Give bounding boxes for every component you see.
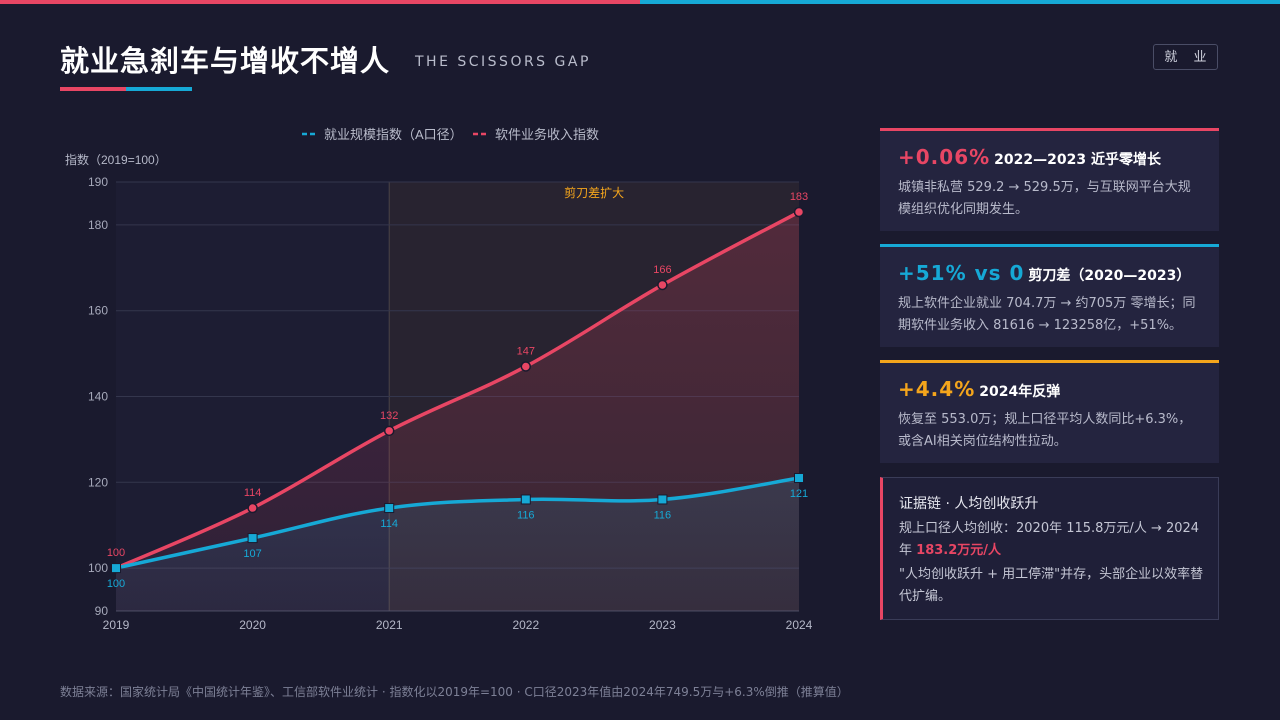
revenue-point [520,361,532,372]
card-metric: +4.4% [898,377,976,401]
card-metric: +51% vs 0 [898,261,1025,285]
title-underline-red [60,87,126,91]
card-body: 城镇非私营 529.2 → 529.5万，与互联网平台大规模组织优化同期发生。 [898,180,1191,217]
line-chart: 90 100 120 140 160 180 190 2019 2020 2021 2022 2023… [65,127,813,632]
y-tick-label: 190 [88,175,108,189]
evidence-emphasis: 183.2万元/人 [916,543,1002,558]
chart-legend: 就业规模指数（A口径） 软件业务收入指数 [302,127,599,142]
page-title: 就业急刹车与增收不增人 [60,44,391,78]
insight-card-zero-growth: +0.06% 2022—2023 近乎零增长 城镇非私营 529.2 → 529.… [880,128,1219,231]
x-tick-label: 2019 [103,618,130,632]
y-tick-label: 140 [88,390,108,404]
revenue-data-label: 147 [517,345,535,357]
x-tick-label: 2022 [512,618,539,632]
revenue-data-label: 100 [107,547,125,559]
legend-item-revenue: 软件业务收入指数 [495,127,599,142]
card-headline: 2024年反弹 [979,384,1061,400]
employment-data-label: 116 [654,509,672,521]
evidence-card: 证据链 · 人均创收跃升 规上口径人均创收：2020年 115.8万元/人 → … [880,477,1219,620]
legend-item-employment: 就业规模指数（A口径） [324,127,463,142]
employment-point [794,473,804,484]
insight-card-scissors: +51% vs 0 剪刀差（2020—2023） 规上软件企业就业 704.7万 … [880,244,1219,347]
employment-point [247,533,258,544]
card-headline: 剪刀差（2020—2023） [1028,268,1191,284]
category-tag[interactable]: 就 业 [1153,44,1218,70]
card-body: 规上软件企业就业 704.7万 → 约705万 零增长；同期软件业务收入 816… [898,296,1196,333]
employment-line [115,476,800,570]
card-body: 恢复至 553.0万；规上口径平均人数同比+6.3%，或含AI相关岗位结构性拉动… [898,412,1192,449]
employment-point [657,494,668,505]
revenue-point [657,279,668,291]
employment-area [116,478,799,611]
x-tick-label: 2024 [786,618,813,632]
card-metric: +0.06% [898,145,991,169]
insight-card-rebound: +4.4% 2024年反弹 恢复至 553.0万；规上口径平均人数同比+6.3%，… [880,360,1219,463]
evidence-title: 证据链 · 人均创收跃升 [899,496,1039,512]
employment-data-label: 114 [380,518,398,530]
revenue-line [115,210,800,570]
revenue-data-label: 132 [380,410,398,422]
revenue-point [383,425,395,437]
employment-data-label: 107 [243,548,261,560]
employment-point [384,503,395,514]
y-tick-label: 90 [95,604,109,618]
y-tick-label: 160 [88,304,108,318]
y-axis-title: 指数（2019=100） [65,152,167,167]
employment-data-label: 116 [517,509,535,521]
revenue-data-label: 166 [653,264,671,276]
x-tick-label: 2020 [239,618,266,632]
source-footnote: 数据来源：国家统计局《中国统计年鉴》、工信部软件业统计 · 指数化以2019年=… [60,685,849,699]
y-tick-label: 100 [88,561,108,575]
y-tick-label: 120 [88,475,108,489]
revenue-data-label: 183 [790,191,808,203]
revenue-point [793,206,805,218]
revenue-point [247,502,258,514]
employment-data-label: 121 [790,488,808,500]
y-tick-label: 180 [88,218,108,232]
top-accent-blue [640,0,1280,4]
card-headline: 2022—2023 近乎零增长 [994,152,1161,168]
x-tick-label: 2021 [376,618,403,632]
employment-point [111,563,121,574]
evidence-line1: 规上口径人均创收：2020年 115.8万元/人 → 2024年 183.2万元… [899,521,1200,558]
x-tick-label: 2023 [649,618,676,632]
annotation-label: 剪刀差扩大 [564,185,624,200]
top-accent-red [0,0,640,4]
revenue-data-label: 114 [244,487,262,499]
employment-data-label: 100 [107,578,125,590]
title-underline-blue [126,87,192,91]
page-subtitle: THE SCISSORS GAP [415,54,591,70]
evidence-line2: "人均创收跃升 + 用工停滞"并存，头部企业以效率替代扩编。 [899,567,1204,604]
employment-point [520,494,531,505]
